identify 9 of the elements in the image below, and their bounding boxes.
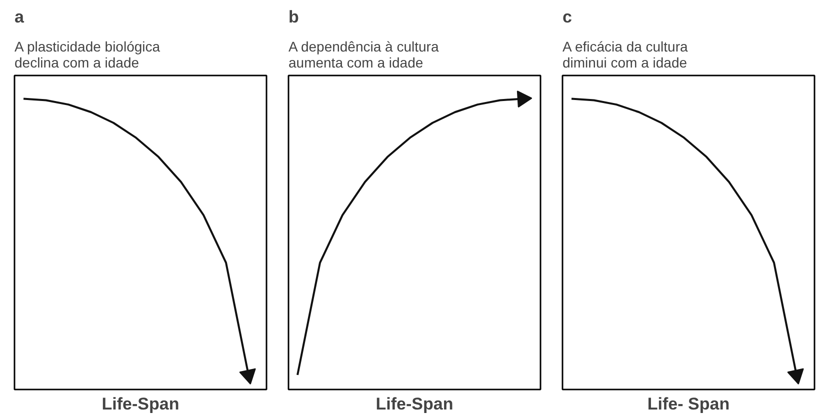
- chart-title: c: [562, 8, 572, 26]
- chart-subtitle: A dependência à cultura aumenta com a idade: [288, 38, 439, 70]
- x-axis-title: Life-Span: [102, 394, 180, 414]
- chart-subtitle: A plasticidade biológica declina com a idade: [14, 38, 160, 70]
- x-axis-title: Life- Span: [647, 394, 730, 414]
- x-axis-title: Life-Span: [376, 394, 454, 414]
- chart-subtitle: A eficácia da cultura diminui com a idade: [562, 38, 688, 70]
- chart-title: b: [288, 8, 299, 26]
- chart-title: a: [14, 8, 24, 26]
